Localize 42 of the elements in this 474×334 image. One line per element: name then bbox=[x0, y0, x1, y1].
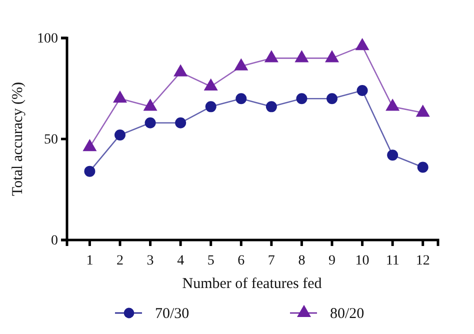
x-tick-label: 10 bbox=[355, 253, 370, 268]
x-tick-label: 8 bbox=[298, 253, 306, 268]
point bbox=[386, 98, 400, 111]
x-tick-label: 6 bbox=[238, 253, 245, 268]
point bbox=[234, 58, 248, 70]
point bbox=[355, 38, 370, 50]
point bbox=[356, 85, 368, 96]
point bbox=[324, 50, 340, 62]
point bbox=[326, 93, 338, 104]
legend-label: 70/30 bbox=[155, 306, 190, 322]
y-tick-label: 50 bbox=[44, 132, 58, 148]
point bbox=[205, 101, 216, 112]
point bbox=[114, 129, 126, 140]
y-axis-title: Total accuracy (%) bbox=[10, 82, 26, 196]
x-tick-label: 9 bbox=[328, 253, 336, 268]
point bbox=[266, 101, 277, 112]
x-tick-label: 5 bbox=[207, 253, 214, 268]
x-tick-label: 1 bbox=[86, 253, 94, 268]
x-tick-label: 4 bbox=[177, 253, 184, 268]
point bbox=[296, 93, 308, 104]
x-tick-label: 3 bbox=[146, 253, 154, 268]
point bbox=[236, 93, 247, 104]
point bbox=[294, 50, 309, 62]
point bbox=[84, 166, 96, 177]
point bbox=[387, 150, 398, 161]
point bbox=[143, 98, 158, 111]
legend-label: 80/20 bbox=[330, 306, 364, 322]
point bbox=[175, 117, 186, 128]
y-tick-label: 0 bbox=[51, 233, 58, 248]
point bbox=[174, 64, 188, 76]
point bbox=[264, 50, 278, 62]
x-tick-label: 12 bbox=[416, 253, 430, 268]
y-tick-label: 100 bbox=[37, 31, 58, 46]
point bbox=[204, 78, 218, 91]
x-tick-label: 2 bbox=[116, 253, 124, 268]
x-axis-title: Number of features fed bbox=[182, 276, 322, 292]
x-tick-label: 7 bbox=[268, 253, 275, 268]
point bbox=[417, 162, 428, 173]
x-tick-label: 11 bbox=[386, 253, 400, 268]
point bbox=[416, 104, 430, 117]
point bbox=[144, 117, 156, 128]
point bbox=[112, 90, 128, 103]
